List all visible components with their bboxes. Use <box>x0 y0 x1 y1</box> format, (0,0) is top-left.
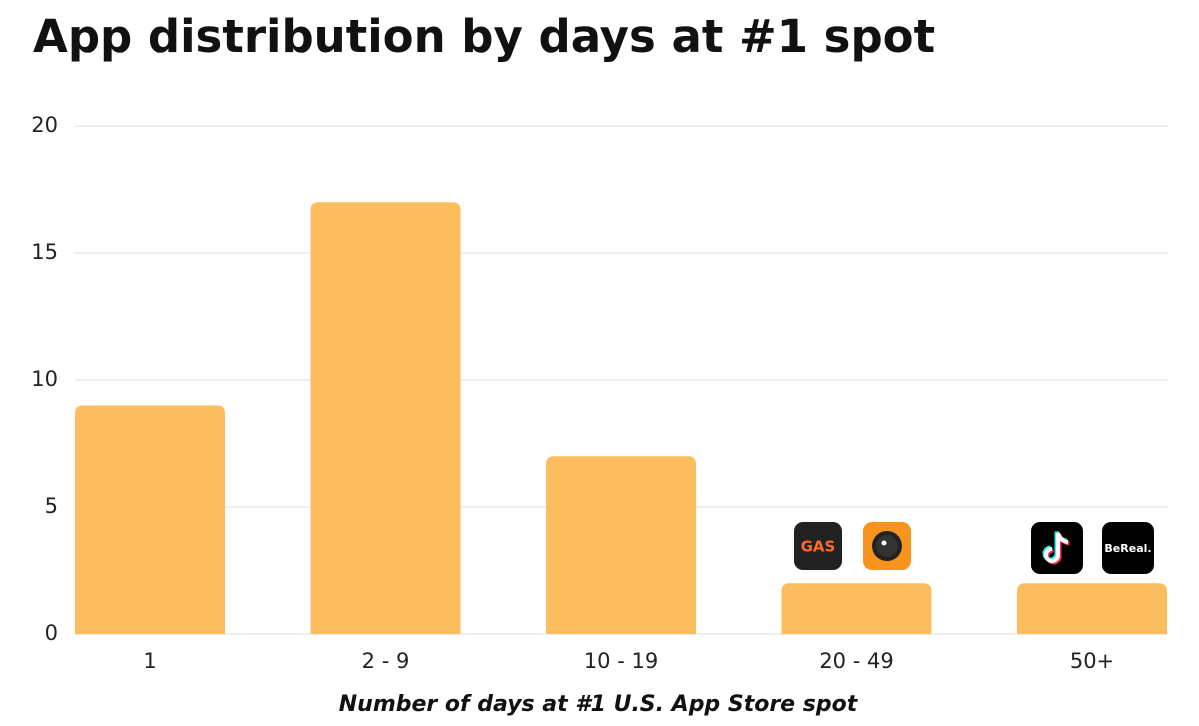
gas-icon <box>794 522 842 570</box>
icons: GAS BeReal. <box>794 522 1154 574</box>
y-tick-label: 15 <box>31 240 58 264</box>
x-tick-label: 50+ <box>1070 649 1114 673</box>
camera-lens <box>876 535 898 557</box>
y-tick-label: 5 <box>45 494 58 518</box>
x-tick-label: 20 - 49 <box>819 649 893 673</box>
x-axis-label: Number of days at #1 U.S. App Store spot <box>339 692 859 717</box>
y-tick-label: 10 <box>31 367 58 391</box>
plot: 0 5 10 15 20 1 2 - 9 10 - 19 20 - 49 50+ <box>31 113 1168 673</box>
chart-title: App distribution by days at #1 spot <box>33 10 935 63</box>
x-tick-label: 2 - 9 <box>362 649 410 673</box>
y-tick-label: 20 <box>31 113 58 137</box>
bar <box>75 405 225 634</box>
x-tick-label: 1 <box>143 649 156 673</box>
bar <box>781 583 932 634</box>
bar <box>546 456 696 634</box>
icon-label: GAS <box>801 538 836 556</box>
bar <box>1017 583 1167 634</box>
bar <box>310 202 461 634</box>
y-tick-label: 0 <box>45 621 58 645</box>
x-tick-label: 10 - 19 <box>584 649 658 673</box>
camera-dot <box>881 540 887 546</box>
bereal-icon <box>1102 522 1154 574</box>
tiktok-logo <box>1044 532 1069 563</box>
icon-label: BeReal. <box>1104 542 1151 555</box>
